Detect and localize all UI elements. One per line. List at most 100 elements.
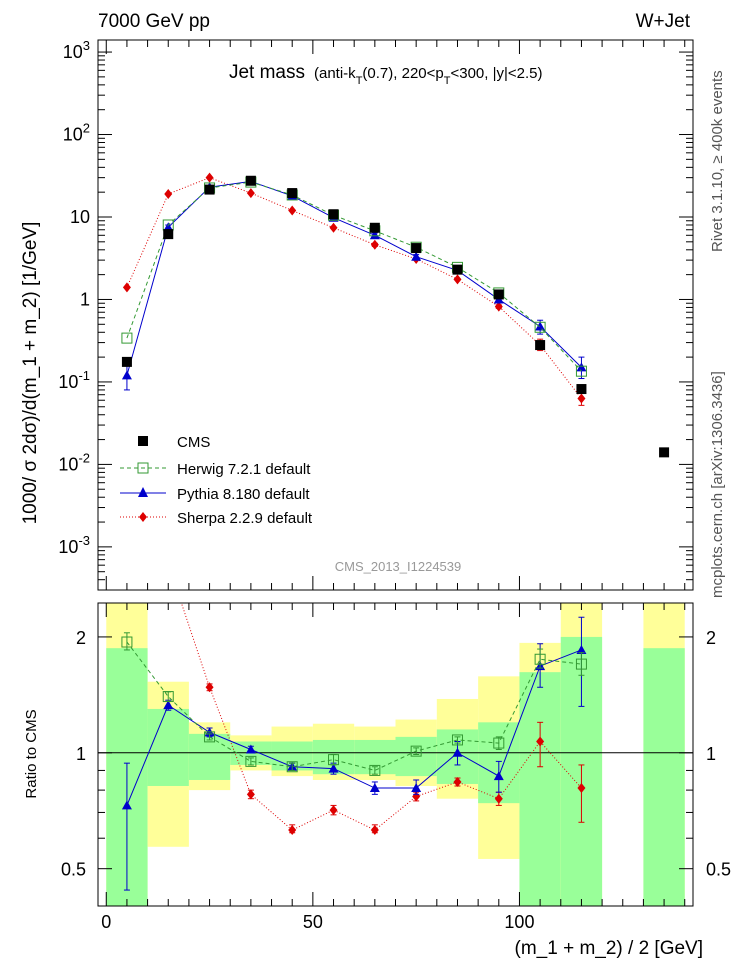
ratio-band-inner — [519, 672, 561, 906]
main-y-tick-label: 1 — [80, 289, 90, 309]
series-herwig — [121, 176, 587, 377]
legend-marker-cms — [138, 436, 148, 446]
point-pythia — [411, 251, 422, 261]
ratio-point-herwig — [328, 754, 340, 766]
point-cms — [659, 447, 670, 458]
point-cms — [204, 184, 215, 195]
point-sherpa — [122, 282, 131, 293]
point-sherpa — [577, 393, 586, 404]
point-pythia — [535, 321, 546, 331]
ratio-point-sherpa — [453, 776, 462, 787]
ratio-point-pythia — [245, 744, 256, 754]
x-tick-label: 50 — [303, 912, 323, 932]
point-sherpa — [494, 301, 503, 312]
point-herwig — [575, 365, 587, 377]
ratio-point-pythia — [163, 700, 174, 710]
series-line-sherpa — [126, 177, 582, 399]
ratio-point-sherpa — [205, 682, 214, 693]
ratio-point-sherpa — [577, 783, 586, 794]
ratio-point-herwig — [451, 734, 463, 746]
point-cms — [452, 264, 463, 275]
ratio-point-sherpa — [536, 736, 545, 747]
plot-title-sub: (anti-kT(0.7), 220<pT<300, |y|<2.5) — [314, 65, 543, 87]
ratio-line-sherpa — [180, 603, 582, 831]
ratio-y-tick-label-left: 0.5 — [61, 860, 86, 880]
legend-label-sherpa: Sherpa 2.2.9 default — [177, 510, 313, 527]
ratio-point-pythia — [576, 644, 587, 654]
ratio-point-sherpa — [288, 825, 297, 836]
main-y-tick-label: 102 — [63, 121, 90, 145]
point-cms — [411, 243, 422, 254]
point-sherpa — [246, 188, 255, 199]
x-tick-label: 0 — [101, 912, 111, 932]
main-y-tick-label: 10-1 — [58, 368, 90, 392]
main-series — [121, 172, 670, 458]
point-sherpa — [205, 172, 214, 183]
main-y-tick-label: 10-2 — [58, 450, 90, 474]
point-sherpa — [164, 189, 173, 200]
series-cms — [121, 175, 670, 458]
ratio-point-pythia — [121, 800, 132, 810]
ratio-point-herwig — [493, 737, 505, 749]
point-cms — [287, 188, 298, 199]
ratio-band-inner — [147, 708, 189, 786]
legend-marker-pythia — [138, 487, 148, 497]
series-sherpa — [122, 172, 586, 406]
point-sherpa — [370, 239, 379, 250]
ratio-point-sherpa — [246, 789, 255, 800]
main-y-tick-label: 10-3 — [58, 533, 90, 557]
point-pythia — [163, 222, 174, 232]
ratio-point-herwig — [204, 731, 216, 743]
point-herwig — [121, 332, 133, 344]
ratio-series-herwig — [121, 632, 587, 776]
legend-marker-herwig — [137, 462, 149, 474]
main-y-tick-label: 103 — [63, 38, 90, 62]
ratio-point-pythia — [493, 771, 504, 781]
legend-label-pythia: Pythia 8.180 default — [177, 486, 310, 503]
legend-label-herwig: Herwig 7.2.1 default — [177, 461, 311, 478]
x-axis-label: (m_1 + m_2) / 2 [GeV] — [515, 938, 704, 959]
ratio-y-tick-label-right: 0.5 — [706, 860, 731, 880]
ratio-axes: 0.5 0.5 1 1 2 2 0 50 100 — [61, 602, 731, 932]
legend: CMS Herwig 7.2.1 default Pythia 8.180 de… — [120, 434, 313, 527]
point-sherpa — [453, 274, 462, 285]
point-herwig — [534, 321, 546, 333]
point-cms — [369, 222, 380, 233]
ratio-point-pythia — [328, 763, 339, 773]
ratio-point-sherpa — [329, 805, 338, 816]
ratio-point-herwig — [162, 691, 174, 703]
ratio-y-tick-label-right: 2 — [706, 628, 716, 648]
ratio-point-herwig — [286, 761, 298, 773]
point-sherpa — [329, 222, 338, 233]
ratio-point-pythia — [369, 783, 380, 793]
ratio-point-herwig — [121, 636, 133, 648]
ratio-point-herwig — [369, 764, 381, 776]
main-y-tick-label: 10 — [70, 207, 90, 227]
side-rivet-label: Rivet 3.1.10, ≥ 400k events — [709, 70, 726, 252]
point-cms — [245, 175, 256, 186]
point-cms — [576, 384, 587, 395]
ratio-series-sherpa — [180, 603, 586, 836]
ratio-point-herwig — [575, 658, 587, 670]
point-pythia — [576, 362, 587, 372]
point-cms — [163, 229, 174, 240]
ratio-y-axis-label: Ratio to CMS — [23, 709, 40, 798]
point-cms — [535, 340, 546, 351]
ratio-point-herwig — [410, 745, 422, 757]
ratio-series — [121, 603, 587, 891]
plot-title-main: Jet mass — [229, 62, 305, 83]
legend-label-cms: CMS — [177, 434, 210, 451]
header-left: 7000 GeV pp — [98, 11, 210, 32]
analysis-id-label: CMS_2013_I1224539 — [335, 559, 462, 574]
ratio-line-pythia — [126, 649, 582, 806]
side-mcplots-label: mcplots.cern.ch [arXiv:1306.3436] — [709, 371, 726, 598]
series-line-herwig — [126, 181, 582, 372]
series-line-pythia — [126, 180, 582, 376]
ratio-point-sherpa — [370, 825, 379, 836]
header-right: W+Jet — [636, 11, 691, 32]
x-tick-label: 100 — [504, 912, 534, 932]
main-plot-frame — [97, 39, 694, 591]
point-pythia — [121, 370, 132, 380]
point-cms — [493, 289, 504, 300]
ratio-y-tick-label-right: 1 — [706, 744, 716, 764]
